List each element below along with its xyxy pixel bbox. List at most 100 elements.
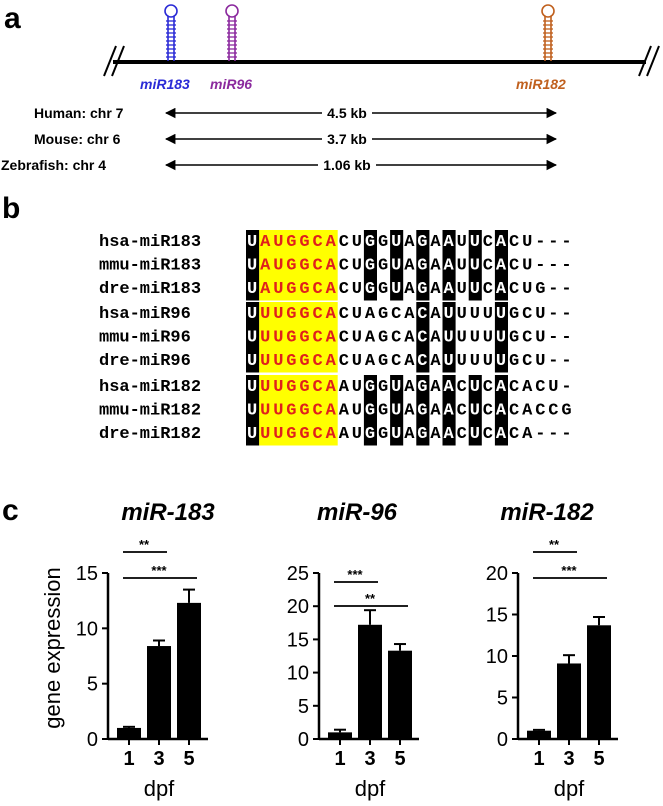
y-tick-label: 20	[287, 596, 309, 618]
bar-3	[147, 646, 171, 739]
x-tick-label: 1	[123, 748, 134, 770]
y-tick-label: 10	[486, 646, 508, 668]
bar-3	[557, 663, 581, 739]
y-axis-label: gene expression	[40, 567, 65, 728]
y-tick-label: 15	[287, 629, 309, 651]
significance-label: **	[365, 591, 376, 606]
significance-label: ***	[561, 563, 577, 578]
y-tick-label: 10	[287, 663, 309, 685]
bar-1	[328, 732, 352, 739]
mir96-label: miR96	[210, 76, 252, 92]
species-label-zebrafish: Zebrafish: chr 4	[1, 157, 106, 173]
x-tick-label: 1	[533, 748, 544, 770]
seed-region-highlight	[259, 302, 338, 373]
x-axis-label: dpf	[554, 776, 585, 801]
y-tick-label: 5	[298, 696, 309, 718]
sequence-name: mmu-miR182	[99, 402, 201, 421]
conserved-column	[494, 302, 508, 373]
sequence-name: hsa-miR182	[99, 378, 201, 397]
conserved-column	[442, 302, 456, 373]
sequence-name: hsa-miR183	[99, 233, 201, 252]
significance-label: ***	[151, 563, 167, 578]
species-label-human: Human: chr 7	[34, 105, 124, 121]
hairpin-mir183-icon	[164, 4, 178, 61]
conserved-column	[363, 230, 377, 301]
panel-b-letter: b	[2, 192, 20, 225]
conserved-column	[494, 375, 508, 446]
conserved-column	[494, 230, 508, 301]
sequence-name: mmu-miR96	[99, 329, 191, 348]
y-tick-label: 25	[287, 563, 309, 585]
sequence-name: mmu-miR183	[99, 257, 201, 276]
seed-region-highlight	[259, 375, 338, 446]
bar-5	[388, 650, 412, 739]
significance-label: **	[139, 537, 150, 552]
x-tick-label: 1	[334, 748, 345, 770]
break-mark-right-2	[646, 45, 660, 77]
x-axis-label: dpf	[355, 776, 386, 801]
hairpin-mir96-icon	[225, 4, 239, 61]
mir182-label: miR182	[516, 76, 566, 92]
x-tick-label: 3	[563, 748, 574, 770]
break-mark-right-1	[638, 45, 652, 77]
significance-label: ***	[347, 567, 363, 582]
species-label-mouse: Mouse: chr 6	[34, 131, 121, 147]
seed-region-highlight	[259, 230, 338, 301]
x-tick-label: 5	[394, 748, 405, 770]
genomic-locus-diagram: miR183 miR96 miR182 Human: chr 7 4.5 kb …	[1, 4, 660, 173]
bar-1	[117, 727, 141, 739]
conserved-column	[416, 230, 430, 301]
break-mark-left-1	[103, 45, 117, 77]
significance-label: **	[549, 537, 560, 552]
x-tick-label: 3	[364, 748, 375, 770]
x-tick-label: 5	[183, 748, 194, 770]
chart-title: miR-182	[500, 499, 594, 526]
conserved-column	[363, 375, 377, 446]
sequence-name: dre-miR183	[99, 280, 201, 299]
y-tick-label: 15	[486, 605, 508, 627]
sequence-name: dre-miR96	[99, 352, 191, 371]
bar-3	[358, 624, 382, 739]
sequence-alignment: hsa-miR183 U A U G G C A C U G G U A G A A U U C A C U - - - mmu-m…	[99, 230, 572, 446]
length-label-zebrafish: 1.06 kb	[323, 157, 370, 173]
conserved-column	[468, 230, 482, 301]
x-axis-label: dpf	[144, 776, 175, 801]
y-tick-label: 20	[486, 563, 508, 585]
x-tick-label: 3	[153, 748, 164, 770]
y-tick-label: 15	[76, 563, 98, 585]
panel-a-letter: a	[4, 2, 21, 35]
chart-title: miR-96	[317, 499, 398, 526]
chart-title: miR-183	[121, 499, 215, 526]
y-tick-label: 0	[298, 729, 309, 751]
x-tick-label: 5	[593, 748, 604, 770]
conserved-column	[442, 375, 456, 446]
conserved-column	[246, 375, 260, 446]
conserved-column	[468, 375, 482, 446]
conserved-column	[390, 230, 404, 301]
y-tick-label: 0	[87, 729, 98, 751]
conserved-column	[246, 302, 260, 373]
bar-1	[527, 730, 551, 739]
hairpin-mir182-icon	[541, 4, 555, 61]
conserved-column	[416, 375, 430, 446]
y-tick-label: 0	[497, 729, 508, 751]
conserved-column	[416, 302, 430, 373]
length-label-mouse: 3.7 kb	[327, 131, 367, 147]
sequence-name: hsa-miR96	[99, 305, 191, 324]
break-mark-left-2	[111, 45, 125, 77]
length-label-human: 4.5 kb	[327, 105, 367, 121]
mir183-label: miR183	[140, 76, 190, 92]
panel-c-letter: c	[2, 494, 19, 527]
